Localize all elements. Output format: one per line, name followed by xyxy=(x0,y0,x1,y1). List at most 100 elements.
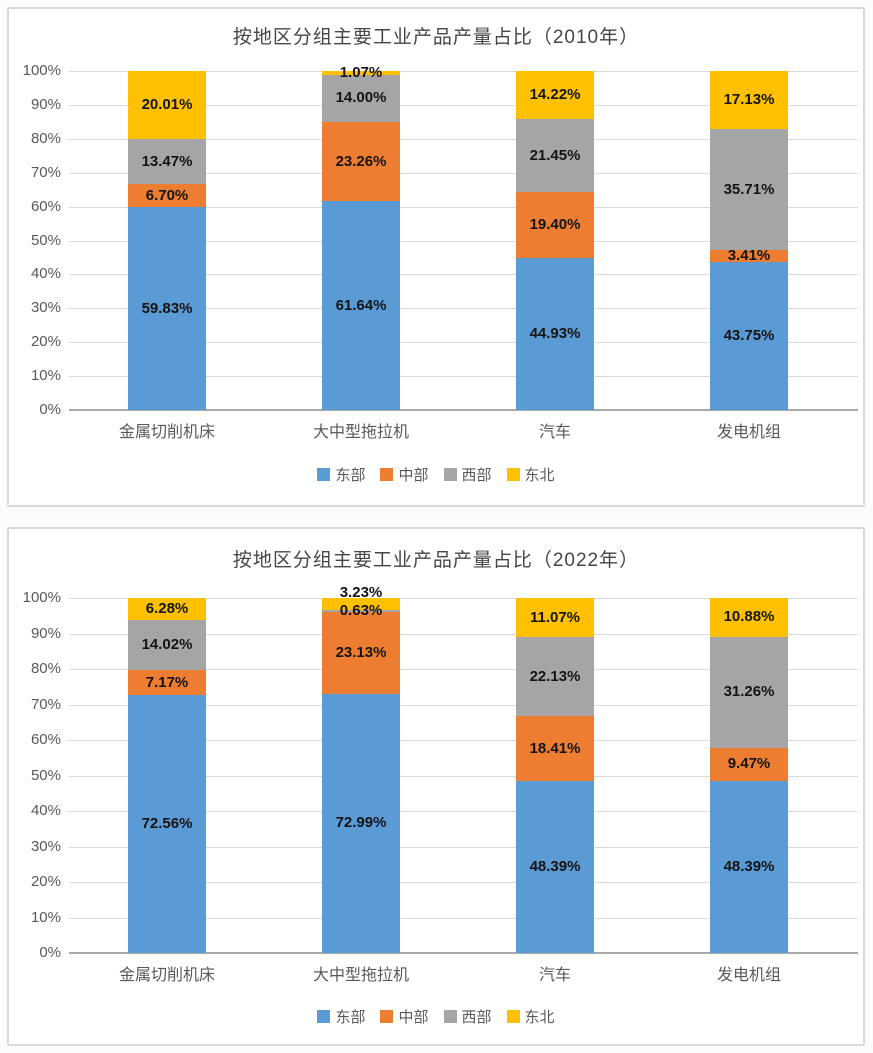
bar-segment-west xyxy=(516,119,594,192)
legend-swatch-northeast-icon xyxy=(506,468,520,481)
data-label: 10.88% xyxy=(723,608,775,626)
y-axis-tick-label: 80% xyxy=(30,660,61,677)
bar-segment-east xyxy=(516,257,594,410)
bar-segment-northeast xyxy=(322,598,400,610)
legend-label: 西部 xyxy=(461,467,492,484)
bar-segment-central xyxy=(128,669,206,696)
data-label: 31.26% xyxy=(723,683,775,701)
bar-segment-west xyxy=(516,637,594,716)
y-axis-tick-label: 100% xyxy=(22,589,61,606)
data-label: 1.07% xyxy=(339,63,383,81)
gridline xyxy=(69,633,858,635)
x-axis-category-label: 大中型拖拉机 xyxy=(312,424,409,441)
y-axis-tick-label: 60% xyxy=(30,197,61,215)
gridline xyxy=(69,308,858,310)
data-label: 20.01% xyxy=(141,95,193,113)
bar-segment-east xyxy=(516,781,594,953)
bar-segment-west xyxy=(322,609,400,612)
x-axis-baseline xyxy=(69,952,858,954)
gridline xyxy=(69,811,858,812)
bar-segment-west xyxy=(128,138,206,185)
legend-label: 东北 xyxy=(524,467,555,484)
bar-segment-northeast xyxy=(516,71,594,120)
data-label: 6.28% xyxy=(145,600,189,618)
bar-segment-east xyxy=(710,261,788,410)
data-label: 11.07% xyxy=(529,608,581,626)
gridline xyxy=(69,240,858,242)
bar-segment-west xyxy=(710,636,788,748)
x-axis-category-label: 大中型拖拉机 xyxy=(312,967,409,984)
legend-item-northeast: 东北 xyxy=(506,464,555,485)
gridline xyxy=(69,882,858,883)
y-axis-tick-label: 30% xyxy=(30,299,61,317)
y-axis-tick-label: 0% xyxy=(39,944,61,961)
data-label: 7.17% xyxy=(145,673,189,691)
legend-swatch-west-icon xyxy=(443,1010,457,1023)
legend-item-east: 东部 xyxy=(317,464,365,485)
legend-swatch-east-icon xyxy=(317,1010,331,1023)
legend-label: 东北 xyxy=(524,1009,555,1026)
data-label: 14.22% xyxy=(529,86,581,104)
y-axis-tick-label: 10% xyxy=(30,908,61,926)
bar-segment-east xyxy=(128,207,206,410)
legend-item-northeast: 东北 xyxy=(506,1006,555,1027)
legend-label: 东部 xyxy=(335,467,366,484)
gridline xyxy=(69,846,858,848)
data-label: 14.00% xyxy=(335,89,387,107)
data-label: 14.02% xyxy=(141,636,193,654)
y-axis-tick-label: 50% xyxy=(30,766,61,784)
data-label: 72.56% xyxy=(141,815,193,833)
x-axis-baseline xyxy=(69,409,858,411)
y-axis-tick-label: 70% xyxy=(30,695,61,713)
bar-segment-central xyxy=(128,184,206,208)
gridline xyxy=(69,274,858,276)
y-axis-tick-label: 30% xyxy=(30,837,61,855)
data-label: 23.26% xyxy=(335,152,387,170)
legend-item-west: 西部 xyxy=(443,464,492,485)
x-axis-category-label: 发电机组 xyxy=(716,424,781,441)
bar-segment-northeast xyxy=(128,597,206,621)
legend-swatch-west-icon xyxy=(443,468,457,481)
gridline xyxy=(69,138,858,140)
bar-segment-northeast xyxy=(710,598,788,637)
data-label: 21.45% xyxy=(529,146,581,164)
bar-segment-central xyxy=(322,611,400,694)
data-label: 17.13% xyxy=(723,91,775,109)
y-axis-tick-label: 80% xyxy=(30,129,61,147)
gridline xyxy=(69,342,858,344)
y-axis-tick-label: 50% xyxy=(30,231,61,249)
plot-area-2022: 0% 10% 20% 30% 40% 50% 60% 70% 80% 90% 100% 6.28% 14… xyxy=(9,529,863,1044)
x-axis-category-label: 发电机组 xyxy=(716,967,781,984)
bar-segment-east xyxy=(710,781,788,953)
bar-segment-northeast xyxy=(322,71,400,75)
bar-segment-central xyxy=(710,250,788,262)
data-label: 61.64% xyxy=(335,296,387,314)
gridline xyxy=(69,172,858,174)
bar-segment-west xyxy=(128,620,206,670)
y-axis-tick-label: 20% xyxy=(30,333,61,351)
chart-title-2010: 按地区分组主要工业产品产量占比（2010年） xyxy=(232,27,640,48)
y-axis-tick-label: 90% xyxy=(30,624,61,642)
data-label: 43.75% xyxy=(723,326,775,344)
y-axis-tick-label: 60% xyxy=(30,731,61,748)
legend-label: 中部 xyxy=(398,1009,429,1026)
gridline xyxy=(69,71,858,72)
bar-segment-northeast xyxy=(710,71,788,130)
gridline xyxy=(69,740,858,741)
bar-segment-central xyxy=(322,122,400,202)
data-label: 48.39% xyxy=(529,858,581,876)
chart-2010-panel: 按地区分组主要工业产品产量占比（2010年） 0% 10% 20% 30% 40% 50%… xyxy=(7,7,865,507)
x-axis-category-label: 汽车 xyxy=(538,424,571,441)
data-label: 18.41% xyxy=(529,739,581,757)
x-axis-category-label: 金属切削机床 xyxy=(118,424,215,441)
gridline xyxy=(69,376,858,378)
legend-item-east: 东部 xyxy=(317,1006,365,1027)
chart-title-2022: 按地区分组主要工业产品产量占比（2022年） xyxy=(232,550,640,571)
gridline xyxy=(69,669,858,670)
data-label: 44.93% xyxy=(529,324,581,342)
bar-segment-east xyxy=(128,695,206,953)
bar-segment-east xyxy=(322,201,400,410)
y-axis-tick-label: 0% xyxy=(39,401,61,418)
x-axis-category-label: 汽车 xyxy=(538,967,571,984)
bar-segment-west xyxy=(710,129,788,251)
